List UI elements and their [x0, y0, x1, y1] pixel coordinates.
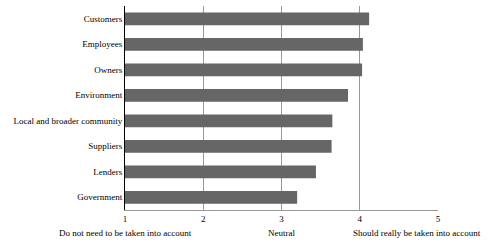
- svg-text:Employees: Employees: [82, 39, 122, 49]
- svg-text:Environment: Environment: [75, 90, 122, 100]
- svg-text:3: 3: [279, 214, 284, 224]
- svg-text:Should really be taken into ac: Should really be taken into account: [353, 228, 481, 238]
- svg-text:4: 4: [358, 214, 363, 224]
- svg-text:2: 2: [201, 214, 206, 224]
- svg-text:Neutral: Neutral: [268, 228, 295, 238]
- svg-text:Lenders: Lenders: [93, 167, 122, 177]
- svg-text:5: 5: [436, 214, 441, 224]
- svg-text:Customers: Customers: [84, 14, 123, 24]
- svg-text:1: 1: [123, 214, 128, 224]
- svg-text:Owners: Owners: [94, 65, 122, 75]
- svg-text:Government: Government: [77, 192, 122, 202]
- svg-text:Local and broader community: Local and broader community: [13, 116, 122, 126]
- svg-text:Suppliers: Suppliers: [88, 141, 122, 151]
- svg-text:Do not need to be taken into a: Do not need to be taken into account: [59, 228, 192, 238]
